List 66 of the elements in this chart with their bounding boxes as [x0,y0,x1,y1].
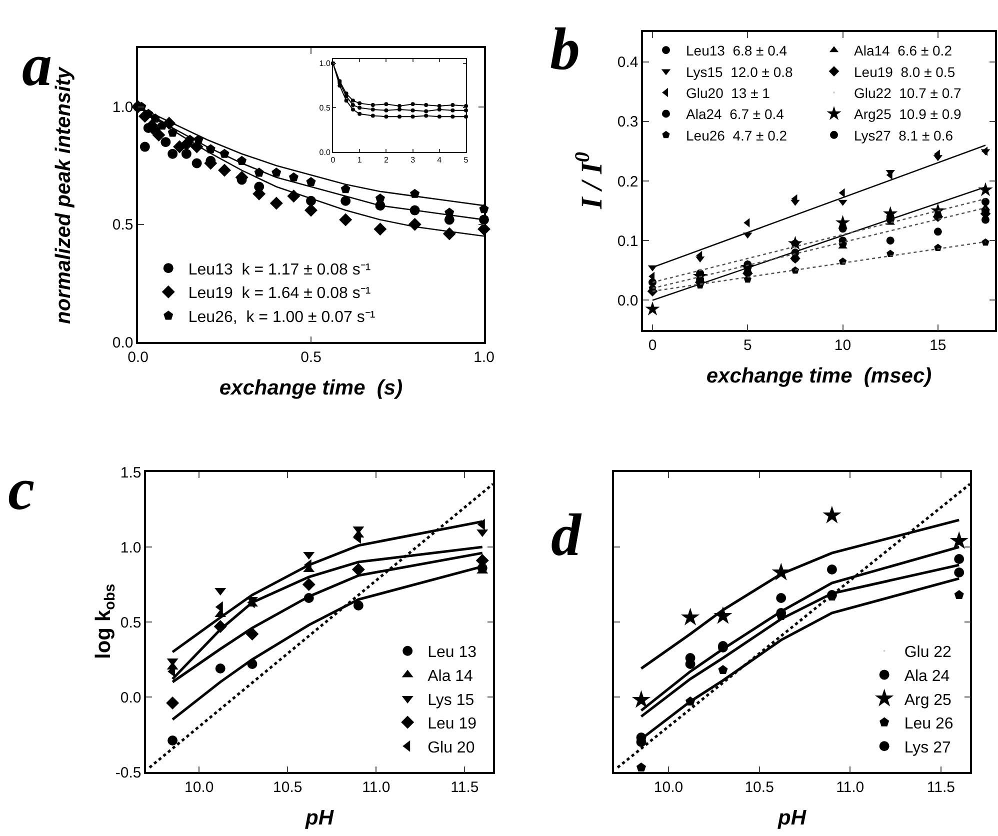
legend-label: Ala 24 [904,668,950,685]
legend-label: Ala 14 [428,668,474,685]
chart-title: b [550,16,580,82]
x-tick-label: 3 [410,156,416,165]
legend-label: Leu19 8.0 ± 0.5 [854,64,956,80]
legend-label: Glu 22 [904,644,952,662]
legend-label: Lys27 8.1 ± 0.6 [854,127,954,144]
legend-label: Ala14 6.6 ± 0.2 [854,42,952,59]
x-tick-label: 0 [648,336,657,354]
x-tick-label: 11.0 [362,778,390,796]
legend-label: Lys 15 [428,692,474,709]
y-tick-label: 0.3 [617,114,638,131]
legend-label: Leu26 4.7 ± 0.2 [686,127,788,144]
legend-label: Arg 25 [904,692,952,709]
x-axis-title: exchange time (msec) [706,364,932,388]
y-tick-label: 1.0 [120,539,142,556]
legend-label: Leu13 6.8 ± 0.4 [686,42,788,59]
legend-label: Ala24 6.7 ± 0.4 [686,106,784,122]
y-tick-label: 0.2 [617,173,638,190]
x-axis-title: exchange time (s) [219,376,403,400]
y-tick-label: 0.0 [319,148,331,157]
text: d [551,502,582,568]
chart-title: a [22,32,52,98]
x-tick-label: 10.5 [744,778,774,796]
x-tick-label: 1 [357,156,362,165]
legend-label: Leu26, k = 1.00 ± 0.07 s⁻¹ [188,308,376,326]
legend-label: Leu 13 [428,644,477,662]
x-tick-label: 4 [437,156,442,165]
y-tick-label: 0.5 [120,614,142,632]
x-tick-label: 0 [330,156,336,165]
y-tick-label: 1.0 [112,99,134,116]
legend-label: Arg25 10.9 ± 0.9 [854,106,962,122]
y-tick-label: 0.5 [112,216,134,234]
x-tick-label: 10.5 [273,778,302,796]
x-tick-label: 11.5 [926,778,955,796]
x-tick-label: 2 [384,156,389,165]
x-tick-label: 11.5 [450,778,479,796]
legend-label: Lys 27 [904,739,951,756]
y-axis-title: normalized peak intensity [52,66,75,324]
x-axis-title: pH [777,806,807,830]
x-tick-label: 5 [464,156,469,165]
y-tick-label: 0.1 [617,232,638,250]
legend-label: Leu 19 [428,716,477,733]
x-tick-label: 10.0 [184,778,214,796]
chart-title: c [8,456,35,522]
legend-label: Glu22 10.7 ± 0.7 [854,84,962,101]
x-tick-label: 15 [930,336,946,354]
y-tick-label: 0.5 [319,104,331,113]
y-tick-label: 1.5 [120,464,142,482]
y-tick-label: 0.4 [617,54,638,72]
legend-label: Leu 26 [904,716,954,733]
legend-label: Leu13 k = 1.17 ± 0.08 s⁻¹ [188,261,371,278]
y-tick-label: 1.0 [319,59,331,68]
x-axis-title: pH [304,806,334,830]
y-tick-label: -0.5 [115,764,142,782]
x-tick-label: 5 [743,336,752,354]
x-tick-label: 10.0 [654,778,684,796]
legend-label: Glu 20 [428,739,475,756]
legend-label: Lys15 12.0 ± 0.8 [686,64,793,80]
legend-label: Glu20 13 ± 1 [686,84,770,101]
legend-label: Leu19 k = 1.64 ± 0.08 s⁻¹ [188,285,371,302]
x-tick-label: 11.0 [836,778,864,796]
x-tick-label: 1.0 [474,348,494,366]
x-tick-label: 10 [834,336,852,354]
y-tick-label: 0.0 [617,292,638,310]
y-tick-label: 0.0 [120,689,142,706]
